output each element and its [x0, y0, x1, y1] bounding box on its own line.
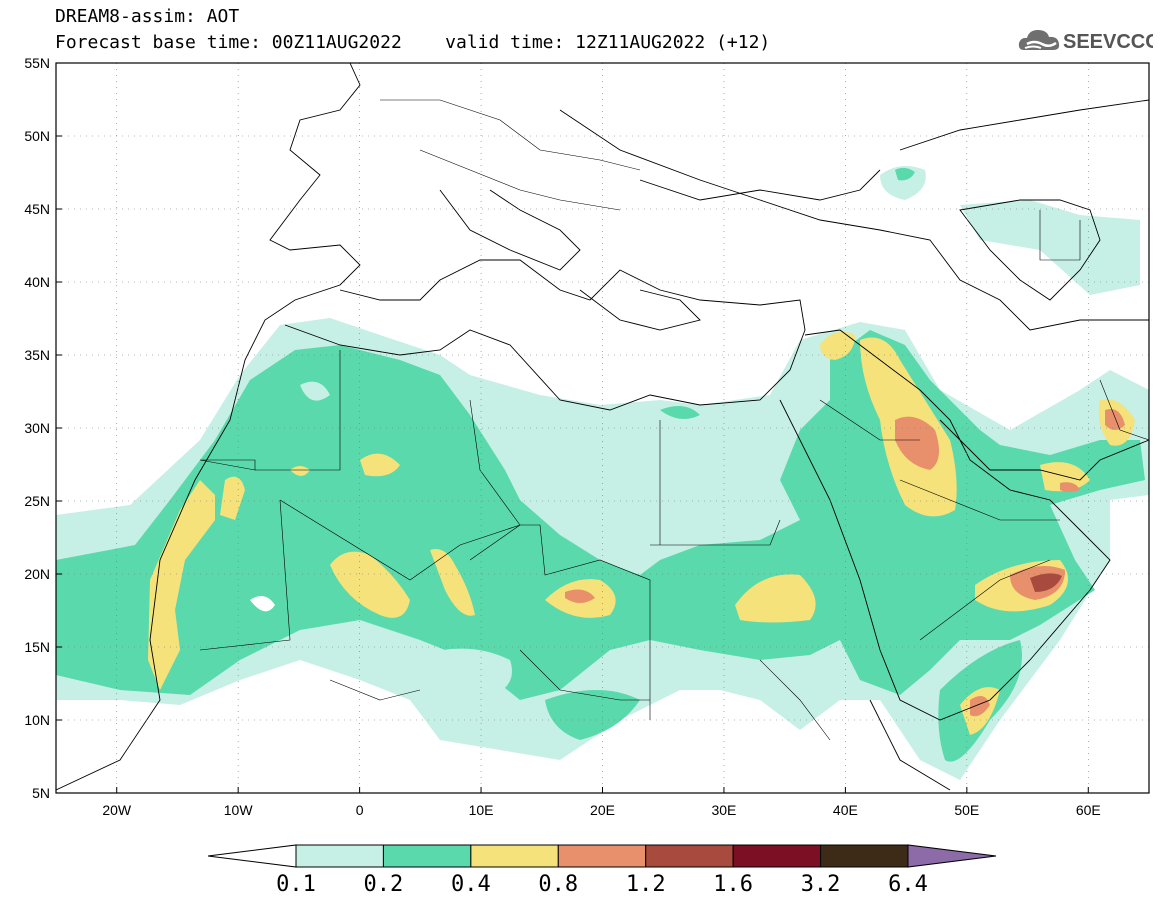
colorbar-under-triangle	[207, 844, 297, 868]
time-info: Forecast base time: 00Z11AUG2022 valid t…	[55, 33, 770, 53]
coastlines	[56, 63, 1149, 791]
colorbar-over-triangle	[907, 844, 997, 868]
colorbar-level-label: 0.8	[538, 872, 578, 897]
colorbar-level-label: 6.4	[888, 872, 928, 897]
colorbar-level-label: 0.4	[451, 872, 491, 897]
lat-tick-label: 10N	[24, 712, 50, 728]
lon-tick-label: 40E	[833, 802, 858, 818]
lat-tick-label: 50N	[24, 128, 50, 144]
map-plot-area	[56, 63, 1149, 793]
lat-tick-label: 5N	[32, 785, 50, 801]
lat-tick-label: 15N	[24, 639, 50, 655]
lat-tick-label: 40N	[24, 274, 50, 290]
colorbar-segment	[557, 844, 647, 868]
lat-tick-label: 25N	[24, 493, 50, 509]
colorbar-segment	[295, 844, 384, 868]
colorbar-segment	[820, 844, 909, 868]
colorbar-level-label: 1.2	[626, 872, 666, 897]
country-borders	[199, 99, 1149, 741]
map-title: DREAM8-assim: AOT	[55, 6, 240, 27]
latitude-axis: 5N 10N 15N 20N 25N 30N 35N 40N 45N 50N 55N	[24, 55, 62, 801]
lon-tick-label: 30E	[711, 802, 736, 818]
colorbar-segment	[470, 844, 559, 868]
seevccc-logo: SEEVCCC	[1018, 30, 1153, 53]
forecast-base-time: Forecast base time: 00Z11AUG2022	[55, 32, 402, 53]
lat-tick-label: 55N	[24, 55, 50, 71]
logo-text: SEEVCCC	[1063, 31, 1153, 53]
lon-tick-label: 60E	[1076, 802, 1101, 818]
lon-tick-label: 20W	[102, 802, 132, 818]
colorbar-segment	[732, 844, 822, 868]
lon-tick-label: 10E	[469, 802, 494, 818]
lon-tick-label: 20E	[590, 802, 615, 818]
colorbar-level-label: 3.2	[801, 872, 841, 897]
colorbar-level-label: 1.6	[713, 872, 753, 897]
longitude-axis: 20W 10W 0 10E 20E 30E 40E 50E 60E	[102, 787, 1101, 818]
lon-tick-label: 50E	[954, 802, 979, 818]
lon-tick-label: 0	[356, 802, 364, 818]
lat-tick-label: 35N	[24, 347, 50, 363]
colorbar-segment	[382, 844, 472, 868]
graticule	[56, 63, 1149, 793]
lon-tick-label: 10W	[224, 802, 254, 818]
colorbar-segment	[645, 844, 734, 868]
lat-tick-label: 20N	[24, 566, 50, 582]
colorbar-level-label: 0.2	[364, 872, 404, 897]
lat-tick-label: 45N	[24, 201, 50, 217]
lat-tick-label: 30N	[24, 420, 50, 436]
cloud-icon	[1018, 30, 1060, 50]
colorbar-level-label: 0.1	[276, 872, 316, 897]
colorbar: 0.1 0.2 0.4 0.8 1.2 1.6 3.2 6.4	[207, 844, 997, 897]
valid-time: valid time: 12Z11AUG2022 (+12)	[445, 32, 771, 53]
